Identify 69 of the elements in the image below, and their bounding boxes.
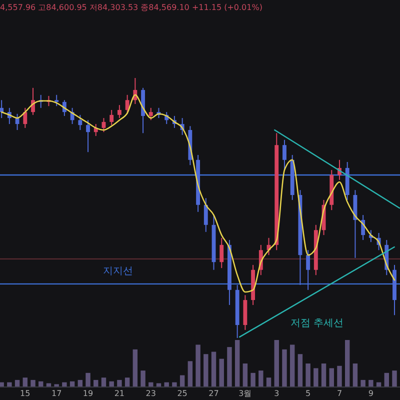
bar — [7, 382, 12, 387]
bar — [30, 380, 36, 387]
x-tick-label: 15 — [20, 389, 30, 398]
series-label: 저점 추세선 — [290, 318, 344, 329]
bar — [132, 349, 138, 387]
bar — [274, 340, 279, 387]
x-tick-label: 25 — [177, 389, 188, 398]
x-tick-label: 23 — [146, 389, 156, 398]
candlestick — [282, 139, 286, 171]
x-tick-label: 21 — [114, 389, 125, 398]
bar — [337, 366, 342, 387]
bar — [164, 382, 169, 387]
candlestick — [86, 120, 90, 153]
bar — [392, 370, 397, 387]
x-tick-label: 5 — [306, 389, 311, 398]
x-tick-label: 3 — [274, 389, 280, 398]
bar — [172, 382, 177, 387]
bar — [211, 352, 216, 387]
candlestick — [78, 114, 82, 130]
ref-line-label: 지지선 — [103, 266, 133, 277]
bar — [266, 378, 272, 387]
x-tick-label: 19 — [82, 389, 94, 398]
bar — [62, 382, 67, 387]
bar — [282, 349, 287, 387]
bar — [101, 378, 106, 387]
bar — [227, 347, 232, 387]
x-tick-label: 27 — [208, 389, 219, 398]
candlestick — [117, 104, 122, 119]
bar — [344, 340, 350, 387]
bar — [258, 370, 264, 387]
candlestick — [125, 94, 130, 114]
x-tick-label: 9 — [368, 389, 374, 398]
bar — [290, 344, 295, 387]
bar — [117, 380, 122, 387]
bar — [86, 372, 90, 387]
bar — [219, 358, 224, 387]
bar — [234, 340, 240, 387]
bar — [242, 364, 248, 387]
bar — [140, 370, 146, 387]
bar — [368, 380, 374, 387]
x-tick-label: 17 — [51, 389, 62, 398]
candlestick — [0, 100, 4, 119]
bar — [22, 378, 28, 387]
bar — [321, 364, 326, 387]
bar — [250, 372, 256, 387]
bar — [298, 354, 303, 387]
bar — [329, 368, 334, 387]
candlestick — [148, 107, 153, 121]
bar — [384, 372, 389, 387]
bar — [306, 364, 310, 387]
bar — [360, 380, 366, 387]
candlestick — [220, 237, 224, 269]
bar — [188, 361, 193, 387]
text: 4,557.96 고84,600.95 저84,303.53 종84,569.10 +11.15 (+0.01%) — [0, 3, 262, 12]
x-tick-label: 3월 — [238, 389, 252, 398]
candlestick — [306, 250, 310, 290]
bar — [54, 384, 59, 387]
bar — [196, 344, 200, 387]
candlestick — [204, 198, 208, 232]
bar — [352, 364, 358, 387]
candlestick — [15, 113, 20, 130]
bar — [204, 354, 208, 387]
candlestick — [54, 94, 59, 107]
candlestick — [110, 109, 114, 126]
bar — [124, 378, 130, 387]
candlestick — [23, 107, 28, 128]
x-tick-label: 7 — [336, 389, 342, 398]
bar — [314, 368, 318, 387]
bar — [109, 381, 114, 387]
